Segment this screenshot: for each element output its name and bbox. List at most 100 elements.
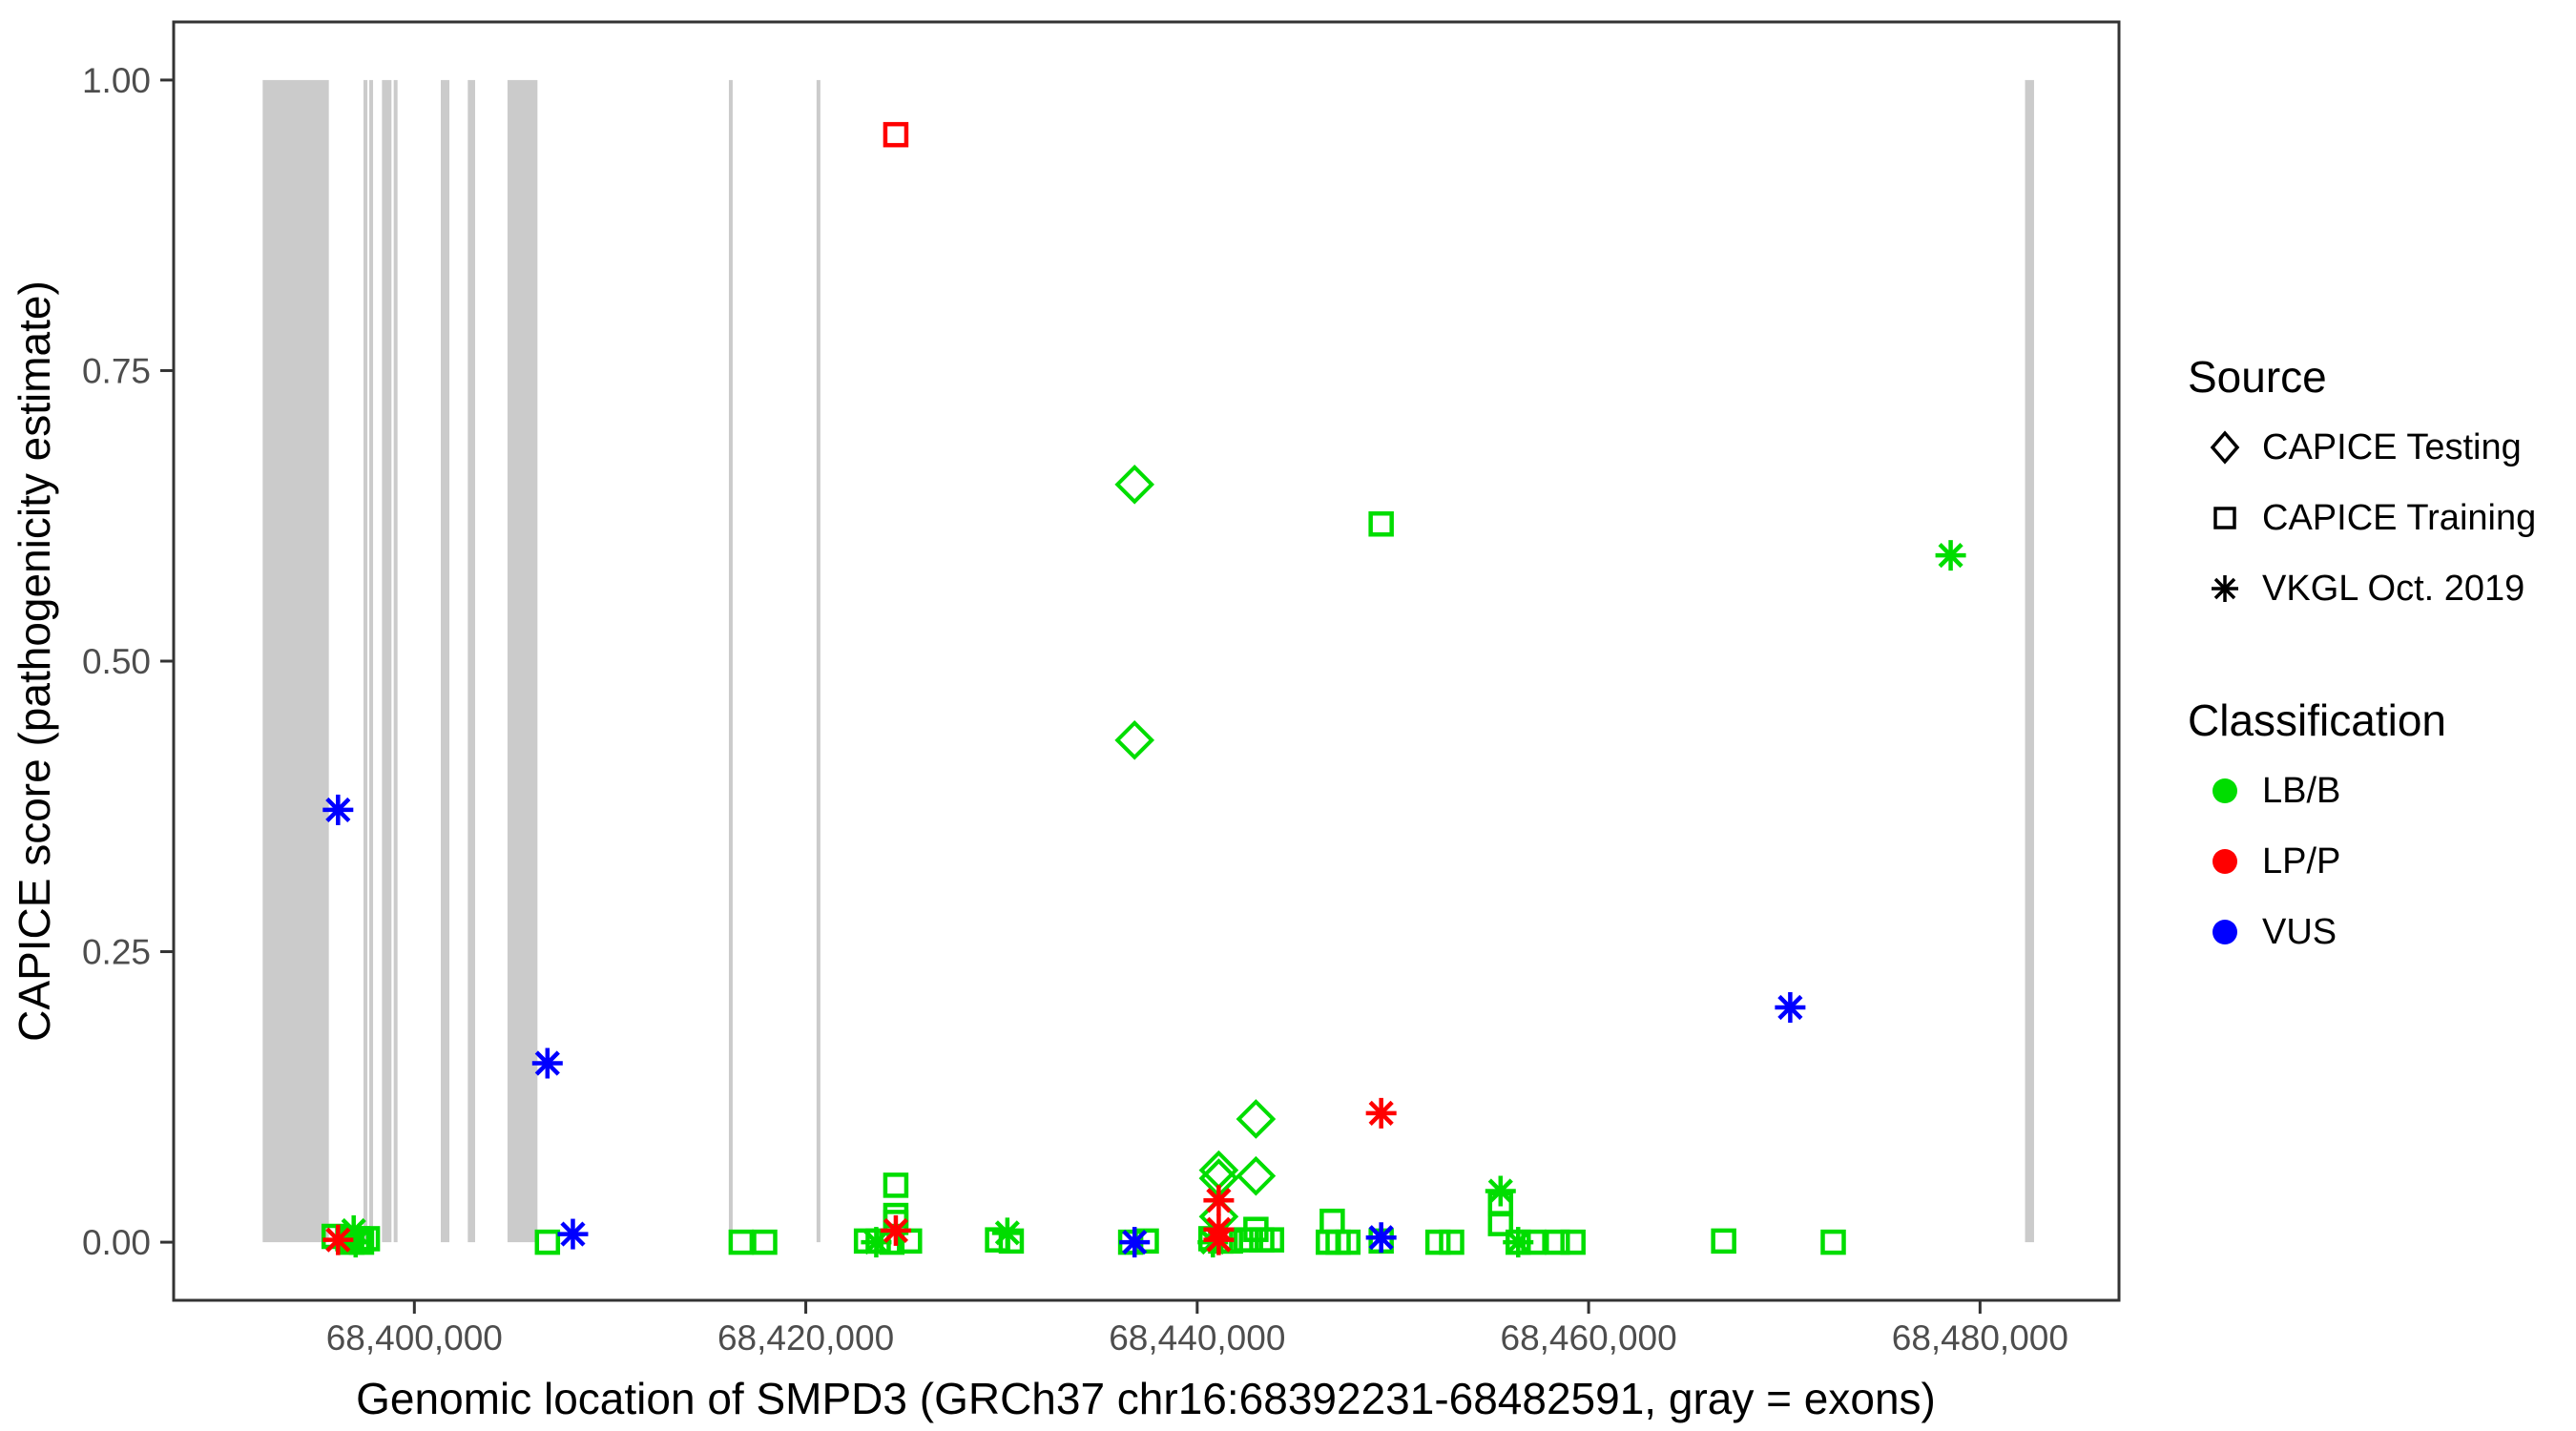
data-point-square: [1560, 1229, 1586, 1255]
data-point-square: [1711, 1228, 1736, 1255]
red-dot-icon: [2188, 841, 2262, 881]
legend-source: Source CAPICE Testing CAPICE Training: [2188, 351, 2536, 639]
data-point-square: [1319, 1208, 1345, 1234]
y-tick-label: 0.50: [82, 642, 151, 681]
blue-dot-icon: [2188, 912, 2262, 952]
asterisk-stroke: [1938, 543, 1963, 569]
legend-source-title: Source: [2188, 352, 2327, 402]
x-tick-label: 68,400,000: [326, 1318, 503, 1358]
data-point-asterisk: [1775, 992, 1806, 1024]
asterisk-stroke: [863, 1229, 889, 1255]
data-point-square: [1820, 1229, 1846, 1255]
data-point-asterisk: [531, 1047, 563, 1079]
legend-item-label: CAPICE Testing: [2262, 426, 2522, 467]
data-point-square: [1545, 1229, 1570, 1255]
exon-bars-layer: [262, 79, 2034, 1243]
asterisk-stroke: [1122, 1229, 1148, 1255]
data-point-asterisk: [1119, 1227, 1151, 1258]
data-point-square: [1258, 1227, 1285, 1253]
data-point-square: [752, 1229, 778, 1255]
exon-bar: [369, 79, 374, 1243]
data-point-square: [321, 1223, 347, 1250]
data-point-asterisk: [322, 1224, 354, 1255]
data-point-square: [883, 121, 909, 148]
asterisk-stroke: [325, 1227, 351, 1253]
square-icon: [2188, 498, 2262, 538]
data-point-diamond: [1236, 1099, 1277, 1139]
data-point-asterisk: [1365, 1097, 1397, 1129]
data-point-asterisk: [991, 1217, 1023, 1249]
asterisk-stroke: [1206, 1188, 1232, 1213]
exon-bar: [507, 79, 538, 1243]
legend-item-capice-testing: CAPICE Testing: [2188, 427, 2536, 467]
exon-bar: [363, 79, 368, 1243]
data-point-asterisk: [1935, 540, 1966, 571]
x-tick-label: 68,460,000: [1501, 1318, 1677, 1358]
data-point-diamond: [1114, 720, 1155, 760]
legend-classification-title: Classification: [2188, 695, 2446, 745]
asterisk-stroke: [1506, 1229, 1531, 1255]
legend-item-lpp: LP/P: [2188, 841, 2446, 881]
asterisk-stroke: [1206, 1227, 1232, 1253]
data-point-asterisk: [1503, 1227, 1534, 1258]
green-dot-icon: [2188, 771, 2262, 811]
data-point-diamond: [1114, 465, 1155, 505]
data-point-asterisk: [1365, 1222, 1397, 1254]
legend-item-capice-training: CAPICE Training: [2188, 498, 2536, 538]
data-point-square: [1439, 1229, 1465, 1255]
legend-item-label: VUS: [2262, 911, 2337, 952]
legend-item-label: CAPICE Training: [2262, 497, 2537, 538]
asterisk-stroke: [325, 797, 351, 823]
legend-classification: Classification LB/B LP/P: [2188, 695, 2446, 983]
plot-panel-border: [172, 20, 2121, 1302]
asterisk-stroke: [883, 1217, 909, 1244]
legend-item-lbb: LB/B: [2188, 771, 2446, 811]
y-axis-title: CAPICE score (pathogenicity estimate): [10, 280, 59, 1042]
legend-item-label: LB/B: [2262, 770, 2341, 811]
asterisk-stroke: [1777, 994, 1803, 1021]
exon-bar: [441, 79, 450, 1243]
legend-item-label: VKGL Oct. 2019: [2262, 568, 2525, 609]
data-point-square: [1335, 1229, 1361, 1255]
asterisk-stroke: [1487, 1178, 1513, 1204]
y-tick-label: 0.00: [82, 1223, 151, 1262]
legend-item-label: LP/P: [2262, 840, 2341, 881]
exon-bar: [728, 79, 733, 1243]
asterisk-stroke: [1368, 1225, 1394, 1251]
x-tick-label: 68,480,000: [1892, 1318, 2068, 1358]
asterisk-stroke: [560, 1221, 586, 1247]
exon-bar: [393, 79, 398, 1243]
data-point-asterisk: [1203, 1224, 1235, 1255]
data-point-diamond: [1236, 1155, 1277, 1196]
data-point-asterisk: [322, 794, 354, 825]
exon-bar: [262, 79, 329, 1243]
exon-bar: [816, 79, 821, 1243]
exon-bar: [467, 79, 476, 1243]
diamond-icon: [2188, 427, 2262, 467]
data-point-square: [883, 1172, 909, 1198]
x-axis-title: Genomic location of SMPD3 (GRCh37 chr16:…: [356, 1374, 1936, 1423]
data-point-asterisk: [557, 1218, 589, 1250]
exon-bar: [382, 79, 392, 1243]
data-point-asterisk: [880, 1214, 911, 1246]
data-point-square: [728, 1229, 755, 1255]
data-point-asterisk: [1203, 1185, 1235, 1216]
asterisk-stroke: [1368, 1100, 1394, 1126]
asterisk-stroke: [994, 1220, 1020, 1246]
x-tick-label: 68,420,000: [717, 1318, 894, 1358]
data-points-layer: [321, 121, 1966, 1258]
y-tick-label: 1.00: [82, 61, 151, 100]
asterisk-icon: [2188, 569, 2262, 609]
data-point-asterisk: [861, 1227, 892, 1258]
x-tick-label: 68,440,000: [1109, 1318, 1285, 1358]
data-point-square: [1368, 511, 1394, 537]
data-point-square: [534, 1229, 561, 1255]
legend-item-vus: VUS: [2188, 912, 2446, 952]
data-point-square: [1424, 1229, 1451, 1255]
exon-bar: [2025, 79, 2034, 1243]
asterisk-stroke: [534, 1050, 560, 1076]
y-tick-label: 0.75: [82, 351, 151, 390]
y-tick-label: 0.25: [82, 933, 151, 972]
